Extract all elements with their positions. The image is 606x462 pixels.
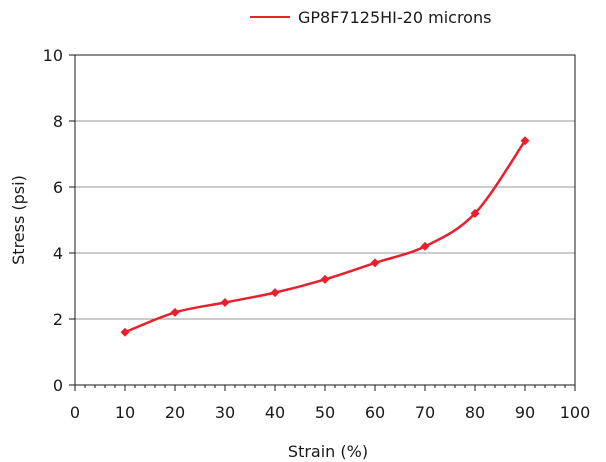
- series-line: [124, 140, 527, 334]
- x-tick-label: 60: [365, 403, 385, 422]
- y-axis-tick-labels: 0 2 4 6 8 10: [43, 46, 75, 395]
- plot-area: [74, 54, 576, 386]
- x-tick-label: 70: [415, 403, 435, 422]
- data-point: [220, 298, 230, 307]
- data-point: [320, 274, 330, 284]
- y-tick-label: 6: [53, 178, 63, 197]
- data-point: [370, 258, 380, 268]
- legend-label: GP8F7125HI-20 microns: [298, 8, 491, 27]
- x-tick-label: 50: [315, 403, 335, 422]
- data-point: [520, 136, 530, 146]
- x-tick-label: 100: [560, 403, 591, 422]
- legend: GP8F7125HI-20 microns: [250, 8, 491, 27]
- x-tick-label: 40: [265, 403, 285, 422]
- x-tick-label: 90: [515, 403, 535, 422]
- x-tick-label: 80: [465, 403, 485, 422]
- y-tick-label: 4: [53, 244, 63, 263]
- y-tick-label: 8: [53, 112, 63, 131]
- y-tick-label: 2: [53, 310, 63, 329]
- x-axis-title: Strain (%): [288, 442, 368, 461]
- gridlines: [75, 120, 575, 320]
- data-point: [420, 241, 430, 251]
- data-point: [270, 288, 280, 298]
- x-minor-ticks: [74, 385, 576, 391]
- y-axis-title: Stress (psi): [9, 175, 28, 265]
- x-tick-label: 10: [115, 403, 135, 422]
- series-layer: [120, 136, 530, 337]
- x-tick-label: 0: [70, 403, 80, 422]
- data-point: [470, 208, 480, 218]
- x-tick-label: 20: [165, 403, 185, 422]
- y-tick-label: 10: [43, 46, 63, 65]
- x-tick-label: 30: [215, 403, 235, 422]
- data-point: [120, 327, 130, 337]
- data-point: [170, 307, 180, 317]
- y-tick-label: 0: [53, 376, 63, 395]
- x-axis-tick-labels: 0 10 20 30 40 50 60 70 80 90 100: [70, 403, 590, 422]
